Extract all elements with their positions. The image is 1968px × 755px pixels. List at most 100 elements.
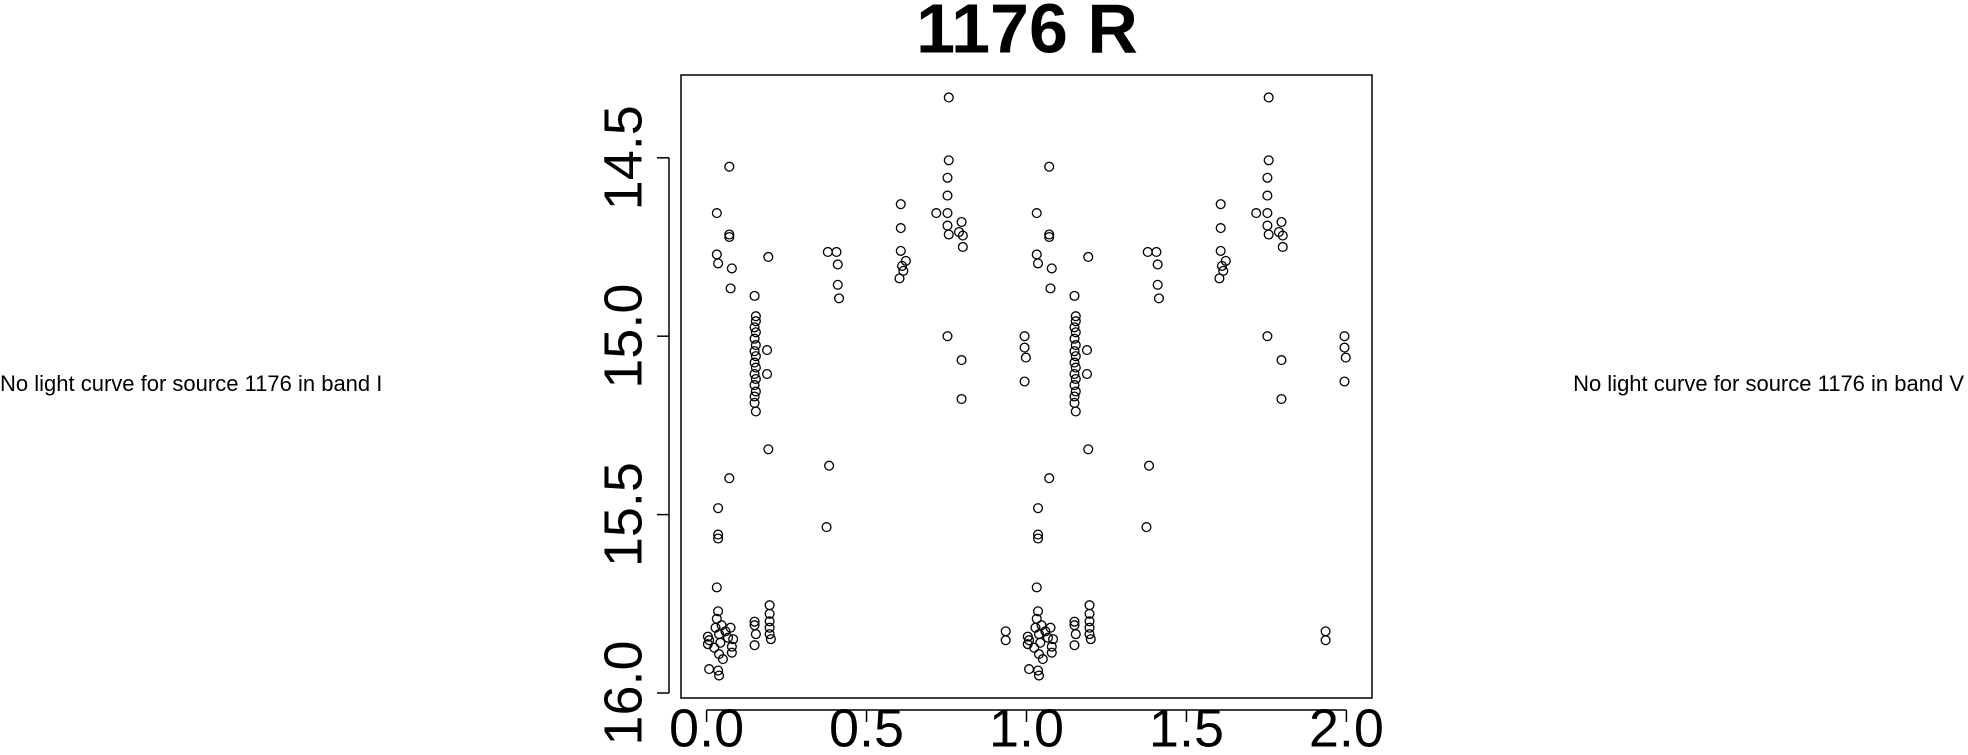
data-point (1069, 391, 1080, 402)
data-point (1069, 397, 1080, 408)
y-tick-label: 14.5 (593, 105, 653, 210)
data-point (1048, 634, 1059, 645)
data-point (762, 345, 773, 356)
data-point (1141, 522, 1152, 533)
data-point (1262, 220, 1273, 231)
data-point (764, 600, 775, 611)
data-point (942, 331, 953, 342)
x-tick-label: 0.5 (829, 698, 904, 755)
data-point (1083, 444, 1094, 455)
data-point (1069, 322, 1080, 333)
data-point (1033, 670, 1045, 681)
data-point (1032, 503, 1044, 514)
data-point (956, 216, 967, 228)
data-point (895, 223, 906, 234)
data-point (1262, 331, 1273, 342)
data-point (1031, 208, 1042, 219)
data-point (1031, 613, 1042, 624)
data-point (895, 199, 906, 210)
data-point (942, 208, 953, 219)
data-point (1000, 635, 1011, 646)
data-point (713, 665, 724, 676)
data-point (714, 670, 725, 681)
data-point (942, 220, 953, 231)
data-point (750, 316, 761, 327)
data-point (1046, 647, 1057, 658)
data-point (1081, 345, 1093, 356)
data-point (1069, 368, 1080, 380)
data-point (750, 311, 761, 322)
data-point (822, 246, 833, 258)
data-point (824, 460, 835, 471)
data-point (1069, 290, 1080, 301)
data-point (1070, 340, 1081, 351)
x-tick-label: 1.5 (1149, 698, 1224, 755)
data-point (1085, 634, 1096, 645)
data-point (1031, 582, 1042, 593)
data-point (1340, 352, 1351, 363)
data-point (713, 606, 724, 617)
data-point (724, 229, 735, 240)
data-point (1031, 249, 1042, 260)
data-point (717, 654, 728, 665)
data-point (943, 229, 954, 240)
data-point (750, 373, 761, 385)
data-point (1143, 460, 1155, 471)
data-point (1320, 626, 1331, 637)
data-point (1019, 331, 1030, 342)
data-point (1152, 259, 1163, 270)
data-point (750, 327, 761, 338)
data-point (715, 637, 726, 648)
data-point (713, 533, 724, 544)
data-point (1277, 241, 1288, 253)
data-point (1262, 190, 1273, 201)
data-point (1070, 327, 1081, 338)
data-point (1276, 216, 1287, 228)
data-point (1029, 642, 1040, 653)
data-point (1019, 342, 1030, 353)
data-point (1042, 632, 1053, 643)
data-point (764, 616, 775, 627)
data-point (750, 351, 761, 362)
data-point (1070, 362, 1081, 373)
data-point (943, 92, 954, 103)
data-point (1000, 626, 1011, 637)
data-point (704, 635, 715, 646)
data-point (725, 622, 736, 633)
x-tick-label: 1.0 (989, 698, 1064, 755)
data-point (749, 290, 760, 301)
data-point (1251, 208, 1262, 219)
data-point (1044, 161, 1055, 172)
data-point (1262, 208, 1273, 219)
data-point (1069, 616, 1080, 627)
data-point (764, 608, 775, 619)
data-point (1276, 393, 1287, 405)
data-point (1046, 263, 1057, 274)
data-point (1070, 373, 1081, 385)
data-point (763, 251, 774, 263)
data-point (895, 245, 906, 256)
annotation: No light curve for source 1176 in band I (0, 371, 382, 396)
data-point (1070, 386, 1081, 397)
data-point (711, 208, 722, 219)
data-point (1215, 245, 1226, 256)
data-point (1032, 258, 1044, 269)
data-point (1069, 346, 1080, 357)
data-point (726, 647, 737, 658)
data-point (1020, 352, 1031, 363)
data-point (1339, 342, 1350, 353)
data-point (711, 582, 722, 593)
data-point (956, 355, 967, 366)
data-point (713, 503, 724, 514)
data-point (931, 208, 942, 219)
data-point (1044, 473, 1055, 484)
data-point (1046, 641, 1057, 652)
data-point (762, 368, 773, 380)
data-point (1320, 635, 1331, 646)
data-point (1277, 230, 1288, 241)
data-point (728, 634, 739, 645)
data-point (957, 241, 968, 253)
data-point (749, 397, 760, 408)
data-point (1339, 376, 1350, 387)
